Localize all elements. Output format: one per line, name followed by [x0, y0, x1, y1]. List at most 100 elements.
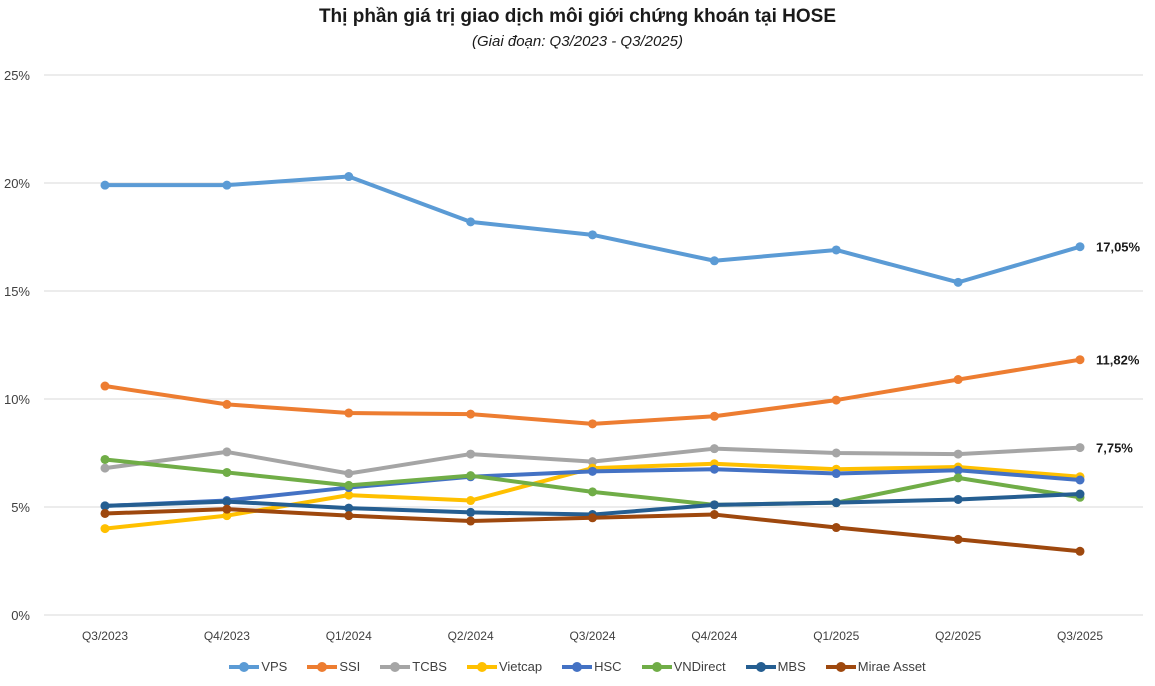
legend-item: MBS: [745, 659, 806, 674]
data-point: [953, 494, 963, 504]
legend-item: HSC: [562, 659, 622, 674]
legend-label: HSC: [594, 659, 622, 674]
x-tick-label: Q1/2024: [326, 629, 372, 643]
x-tick-label: Q2/2024: [448, 629, 494, 643]
data-point: [466, 516, 476, 526]
data-point: [953, 473, 963, 483]
data-point: [100, 180, 110, 190]
legend-marker-icon: [825, 661, 856, 672]
y-tick-label: 10%: [4, 392, 30, 407]
data-point: [100, 454, 110, 464]
data-point: [222, 180, 232, 190]
data-point: [100, 501, 110, 511]
data-point: [588, 466, 597, 476]
data-label: 7,75%: [1096, 441, 1133, 456]
data-point: [344, 503, 354, 513]
legend-marker-icon: [641, 661, 672, 672]
legend-marker-icon: [466, 661, 497, 672]
data-point: [466, 496, 476, 506]
series-ssi: [100, 355, 1085, 429]
data-point: [953, 465, 963, 475]
legend-label: VNDirect: [673, 659, 726, 674]
data-point: [344, 511, 354, 521]
legend-marker-icon: [380, 661, 411, 672]
legend-label: VPS: [261, 659, 288, 674]
x-tick-label: Q2/2025: [935, 629, 981, 643]
data-point: [344, 469, 354, 479]
legend-label: MBS: [777, 659, 806, 674]
data-point: [466, 217, 476, 227]
data-point: [831, 469, 841, 479]
data-point: [709, 510, 719, 520]
legend-marker-icon: [307, 661, 338, 672]
y-tick-label: 25%: [4, 68, 30, 83]
data-point: [588, 419, 597, 429]
data-point: [709, 464, 719, 474]
data-point: [1075, 546, 1085, 556]
y-tick-label: 20%: [4, 176, 30, 191]
data-point: [588, 230, 597, 240]
data-point: [1075, 475, 1085, 485]
data-point: [344, 172, 354, 182]
data-point: [709, 411, 719, 421]
data-point: [1075, 443, 1085, 453]
data-point: [831, 395, 841, 405]
series-lines: [100, 172, 1085, 556]
data-point: [100, 524, 110, 534]
data-point: [222, 504, 232, 514]
data-point: [222, 511, 232, 521]
data-point: [1075, 355, 1085, 365]
data-point: [953, 449, 963, 459]
y-tick-label: 15%: [4, 284, 30, 299]
data-labels: 17,05% 11,82% 7,75%: [1096, 240, 1141, 456]
series-vps: [100, 172, 1085, 287]
legend: VPS SSI TCBS Vietcap HSC VNDirect MBS Mirae Ass…: [0, 659, 1155, 674]
data-point: [100, 463, 110, 473]
legend-marker-icon: [745, 661, 776, 672]
data-point: [344, 480, 354, 490]
x-tick-label: Q3/2023: [82, 629, 128, 643]
legend-item: Mirae Asset: [825, 659, 926, 674]
data-point: [344, 490, 354, 500]
y-tick-label: 0%: [11, 608, 30, 623]
data-point: [222, 399, 232, 409]
data-point: [831, 245, 841, 255]
x-tick-label: Q4/2024: [691, 629, 737, 643]
series-line: [103, 174, 1082, 285]
x-tick-label: Q3/2025: [1057, 629, 1103, 643]
series-mirae-asset: [100, 504, 1085, 556]
data-point: [466, 449, 476, 459]
data-label: 11,82%: [1096, 353, 1140, 368]
data-point: [466, 409, 476, 419]
data-point: [466, 507, 476, 517]
data-point: [344, 408, 354, 418]
series-tcbs: [100, 443, 1085, 479]
legend-label: TCBS: [412, 659, 447, 674]
data-point: [831, 448, 841, 458]
legend-label: SSI: [339, 659, 361, 674]
data-point: [100, 381, 110, 391]
legend-label: Mirae Asset: [857, 659, 926, 674]
y-tick-label: 5%: [11, 500, 30, 515]
legend-item: VNDirect: [641, 659, 726, 674]
data-point: [1075, 242, 1085, 252]
data-point: [100, 508, 110, 518]
legend-item: Vietcap: [466, 659, 542, 674]
data-point: [709, 500, 719, 510]
legend-item: SSI: [307, 659, 360, 674]
y-axis-ticks: 0% 5% 10% 15% 20% 25%: [4, 68, 30, 623]
x-tick-label: Q4/2023: [204, 629, 250, 643]
data-point: [222, 467, 232, 477]
data-point: [588, 487, 597, 497]
data-point: [831, 523, 841, 533]
data-label: 17,05%: [1096, 240, 1141, 255]
data-point: [222, 447, 232, 457]
data-point: [709, 444, 719, 454]
legend-item: TCBS: [380, 659, 447, 674]
data-point: [1075, 489, 1085, 499]
data-point: [953, 277, 963, 287]
data-point: [709, 256, 719, 266]
data-point: [466, 471, 476, 481]
data-point: [953, 534, 963, 544]
